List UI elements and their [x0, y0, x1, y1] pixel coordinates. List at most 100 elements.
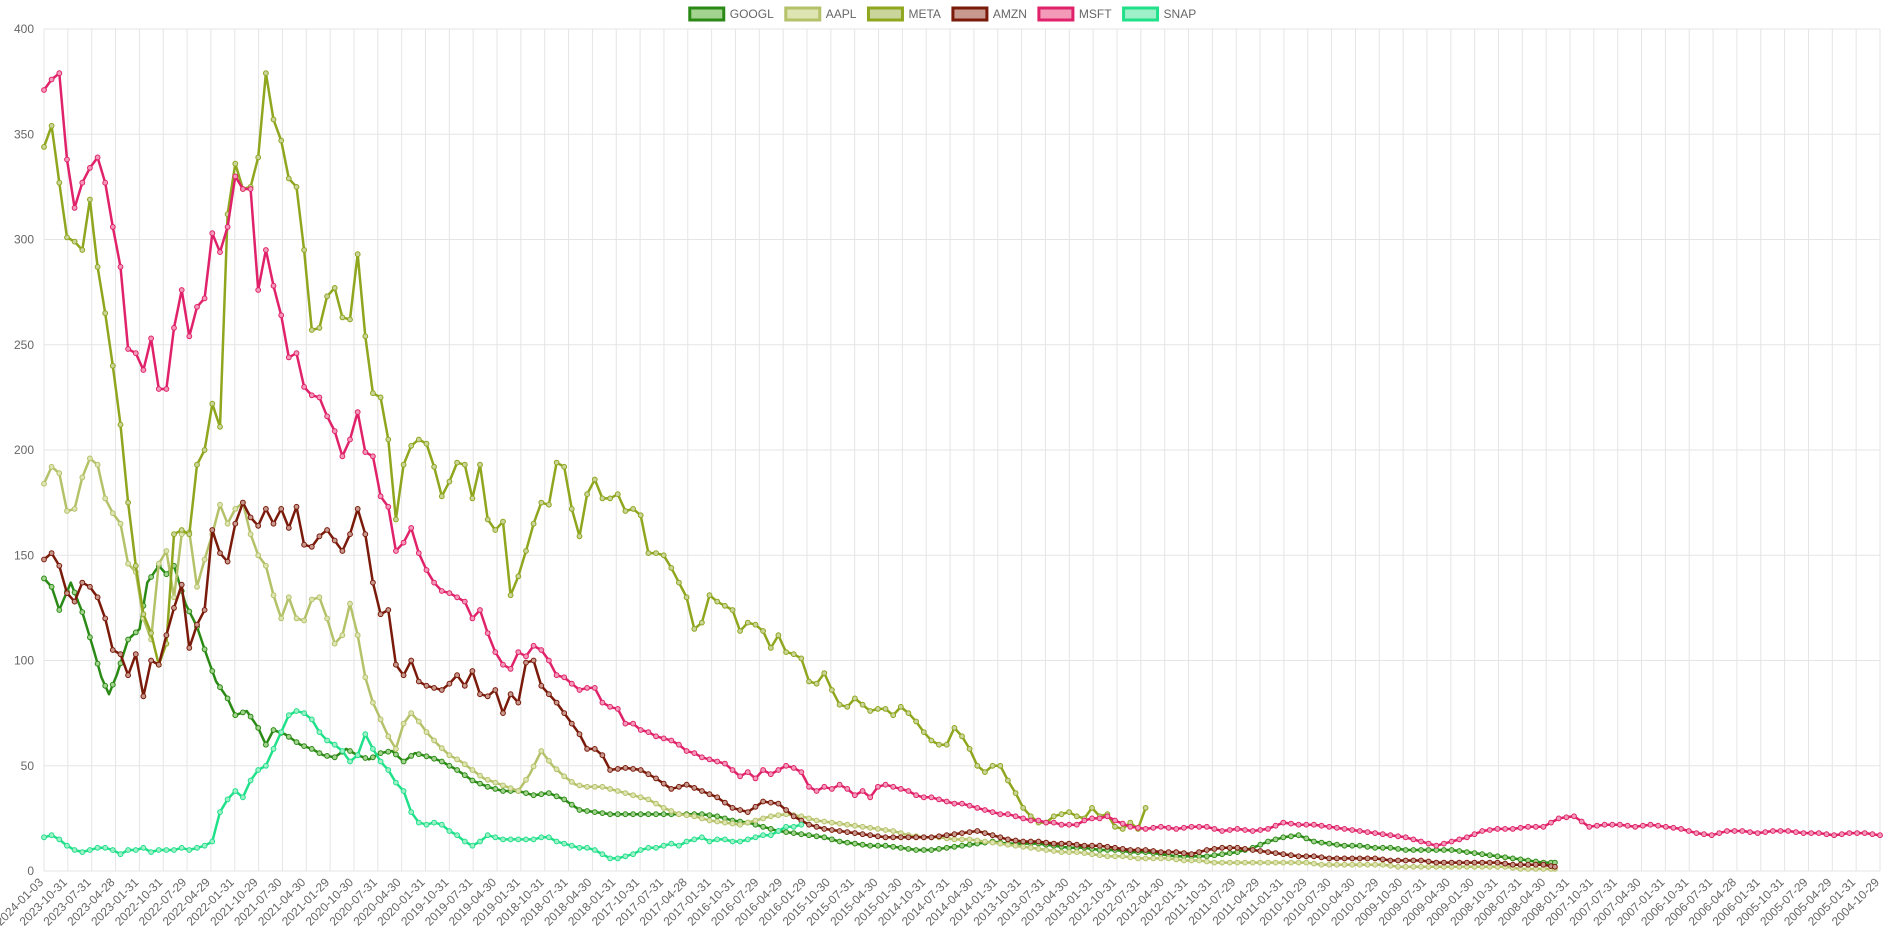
- data-point: [1005, 777, 1011, 784]
- data-point: [1387, 832, 1394, 839]
- data-point: [41, 575, 47, 582]
- y-tick-label: 400: [14, 22, 34, 36]
- data-point: [637, 811, 644, 818]
- data-point: [48, 550, 55, 556]
- data-point: [530, 763, 537, 770]
- data-point: [829, 827, 835, 833]
- data-point: [568, 779, 575, 785]
- data-point: [951, 843, 958, 850]
- data-point: [48, 76, 55, 83]
- data-point: [1119, 820, 1126, 827]
- data-point: [897, 786, 904, 792]
- data-point: [415, 436, 422, 443]
- data-point: [668, 565, 675, 571]
- data-point: [1448, 838, 1455, 845]
- data-point: [201, 447, 208, 453]
- data-point: [1288, 859, 1294, 866]
- data-point: [1211, 859, 1218, 866]
- data-point: [744, 819, 751, 826]
- data-point: [71, 205, 78, 211]
- data-point: [1509, 855, 1516, 862]
- data-point: [1341, 826, 1348, 832]
- data-point: [446, 762, 453, 769]
- data-point: [270, 746, 277, 752]
- data-point: [454, 767, 461, 773]
- data-point: [454, 459, 461, 466]
- data-point: [1203, 853, 1210, 860]
- data-point: [1112, 853, 1118, 860]
- data-point: [347, 758, 353, 765]
- data-point: [1356, 855, 1363, 862]
- data-point: [56, 562, 63, 569]
- data-point: [1058, 821, 1065, 828]
- data-point: [599, 851, 606, 858]
- data-point: [1731, 828, 1738, 834]
- data-point: [1509, 826, 1516, 832]
- data-point: [783, 823, 789, 830]
- data-point: [178, 844, 185, 851]
- data-point: [171, 594, 177, 601]
- data-point: [1479, 828, 1486, 834]
- data-point: [377, 394, 384, 401]
- data-point: [232, 173, 239, 180]
- data-point: [1020, 815, 1027, 822]
- data-point: [109, 224, 116, 230]
- data-point: [859, 823, 866, 830]
- data-point: [1112, 844, 1118, 851]
- data-point: [714, 836, 721, 843]
- data-point: [691, 836, 698, 843]
- data-point: [308, 746, 315, 752]
- data-point: [308, 327, 315, 333]
- data-point: [882, 827, 889, 833]
- data-point: [1181, 850, 1187, 856]
- data-point: [217, 809, 223, 815]
- data-point: [706, 592, 713, 599]
- data-point: [875, 833, 881, 840]
- data-point: [255, 287, 262, 293]
- data-point: [760, 815, 766, 822]
- data-point: [714, 818, 721, 825]
- data-point: [645, 550, 652, 556]
- data-point: [737, 838, 743, 845]
- data-point: [1104, 843, 1111, 850]
- data-point: [729, 838, 736, 845]
- data-point: [752, 803, 759, 810]
- data-point: [492, 779, 499, 786]
- data-point: [117, 651, 124, 658]
- data-point: [584, 808, 590, 814]
- data-point: [270, 282, 277, 289]
- data-point: [1464, 834, 1470, 841]
- data-point: [614, 811, 621, 818]
- data-point: [347, 436, 353, 443]
- data-point: [431, 755, 438, 762]
- series-lines: [41, 70, 1883, 872]
- data-point: [1632, 823, 1639, 830]
- data-point: [806, 832, 812, 839]
- data-point: [852, 840, 858, 847]
- data-point: [897, 834, 904, 841]
- data-point: [163, 632, 170, 639]
- data-point: [415, 550, 422, 556]
- data-point: [362, 333, 369, 340]
- data-point: [599, 810, 606, 816]
- data-point: [1540, 823, 1547, 830]
- data-point: [515, 573, 522, 580]
- data-point: [1563, 814, 1570, 821]
- data-point: [982, 830, 988, 836]
- data-point: [438, 821, 445, 828]
- data-point: [1280, 819, 1287, 826]
- series-msft: [41, 70, 1883, 849]
- data-point: [882, 834, 889, 841]
- data-point: [408, 657, 415, 664]
- data-point: [599, 699, 606, 706]
- data-point: [201, 842, 208, 849]
- data-point: [1418, 847, 1424, 853]
- data-point: [668, 808, 675, 814]
- data-point: [232, 506, 239, 512]
- data-point: [1831, 832, 1837, 839]
- data-point: [775, 767, 782, 773]
- data-point: [1265, 849, 1271, 855]
- data-point: [507, 691, 514, 698]
- data-point: [1609, 821, 1616, 828]
- data-point: [783, 807, 789, 813]
